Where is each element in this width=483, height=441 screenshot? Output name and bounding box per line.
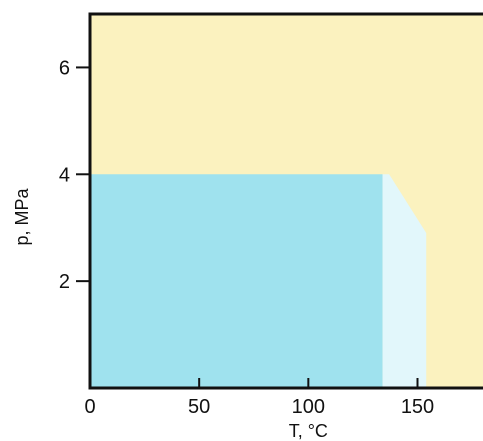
y-tick-label: 2 (59, 271, 70, 293)
region-light-region (382, 174, 427, 388)
y-tick-label: 6 (59, 57, 70, 79)
y-axis-label: p, MPa (12, 188, 32, 246)
x-axis-label: T, °C (289, 421, 328, 441)
region-blue-region (90, 174, 383, 388)
x-tick-label: 150 (401, 396, 434, 418)
y-tick-label: 4 (59, 164, 70, 186)
ticks-layer: 0 50 100 150 2 4 6 (59, 57, 434, 418)
regions-layer (90, 174, 427, 388)
x-tick-label: 0 (84, 396, 95, 418)
x-tick-label: 100 (292, 396, 325, 418)
x-tick-label: 50 (188, 396, 210, 418)
